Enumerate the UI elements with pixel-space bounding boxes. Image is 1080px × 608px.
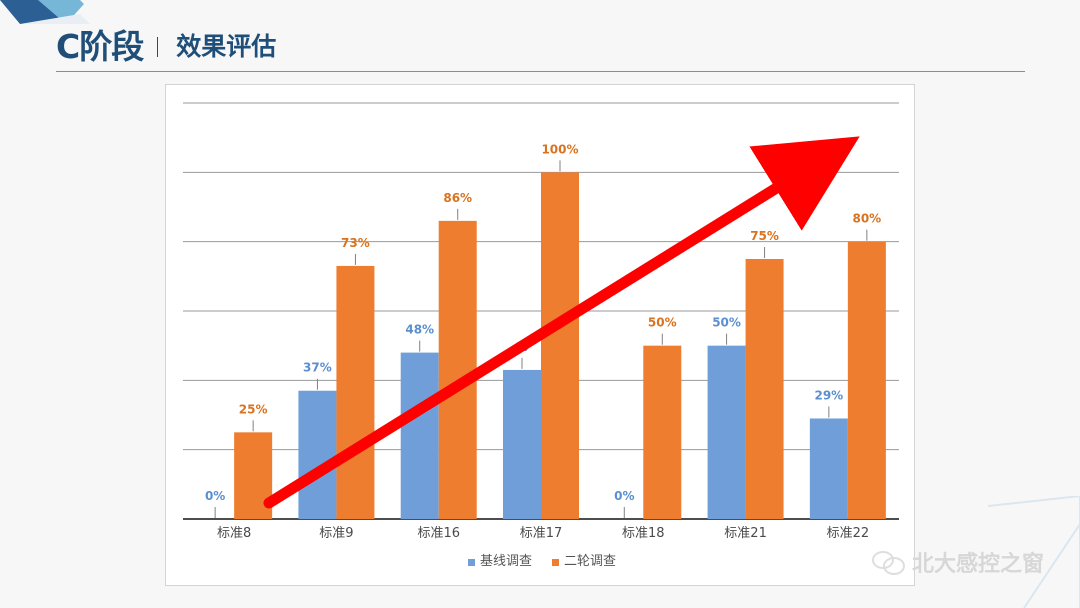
baseline-bar — [809, 418, 848, 519]
baseline-bar — [503, 369, 541, 519]
baseline-data-label: 0% — [205, 489, 225, 503]
page-title-subtitle: 效果评估 — [176, 32, 277, 61]
second-round-bar — [745, 259, 784, 519]
title-divider — [56, 71, 1025, 72]
x-axis-tick-label: 标准21 — [724, 526, 767, 541]
page-title: C阶段 效果评估 — [56, 30, 276, 63]
trend-arrow — [263, 136, 860, 509]
chart-panel: 标准8标准9标准16标准17标准18标准21标准220%37%48%%0%50%… — [165, 84, 915, 586]
corner-decoration — [0, 0, 90, 24]
x-axis-tick-label: 标准18 — [622, 526, 665, 541]
page-title-main: C阶段 — [56, 27, 144, 66]
x-axis-tick-label: 标准9 — [319, 526, 353, 541]
x-axis-tick-label: 标准8 — [217, 526, 251, 541]
legend-swatch-second-round — [552, 559, 559, 566]
baseline-data-label: 50% — [712, 316, 741, 330]
second-round-bar — [541, 172, 579, 519]
chart: 标准8标准9标准16标准17标准18标准21标准220%37%48%%0%50%… — [183, 102, 899, 569]
wechat-icon — [870, 548, 905, 576]
second-round-data-label: 86% — [443, 191, 472, 205]
baseline-data-label: 0% — [614, 489, 634, 503]
legend-swatch-baseline — [468, 559, 475, 566]
baseline-data-label: 37% — [303, 361, 332, 375]
legend-label-baseline: 基线调查 — [480, 554, 532, 569]
second-round-bar — [336, 265, 375, 519]
second-round-data-label: 73% — [341, 236, 370, 250]
legend-label-second-round: 二轮调查 — [564, 554, 616, 569]
baseline-bar — [400, 352, 439, 519]
second-round-data-label: 80% — [852, 212, 881, 226]
baseline-data-label: 29% — [814, 388, 843, 402]
second-round-bar — [847, 241, 886, 519]
title-separator — [157, 36, 159, 57]
second-round-bar — [643, 345, 682, 519]
x-axis-tick-label: 标准17 — [520, 526, 563, 541]
watermark-text: 北大感控之窗 — [911, 552, 1044, 577]
x-axis-tick-label: 标准22 — [827, 526, 870, 541]
x-axis-tick-label: 标准16 — [417, 526, 460, 541]
second-round-data-label: 100% — [541, 142, 578, 156]
baseline-bar — [298, 390, 337, 519]
baseline-bar — [707, 345, 746, 519]
bottom-decoration — [988, 496, 1080, 608]
watermark: 北大感控之窗 — [870, 546, 1044, 578]
second-round-data-label: 75% — [750, 229, 779, 243]
baseline-data-label: 48% — [405, 323, 434, 337]
second-round-bar — [438, 220, 477, 519]
second-round-data-label: 50% — [648, 316, 677, 330]
second-round-data-label: 25% — [239, 402, 268, 416]
